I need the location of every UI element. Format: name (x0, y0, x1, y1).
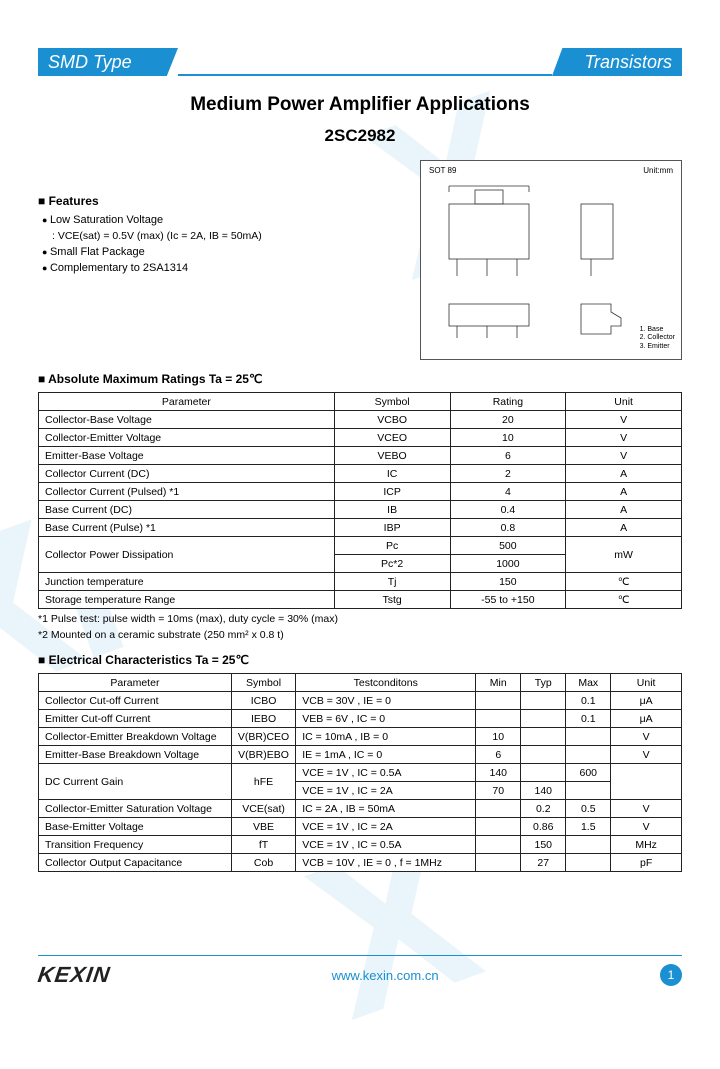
title-main: Medium Power Amplifier Applications (38, 94, 682, 116)
table-header: Unit (611, 674, 682, 692)
table-header: Testconditons (296, 674, 476, 692)
title-block: Medium Power Amplifier Applications 2SC2… (38, 94, 682, 146)
package-drawing: SOT 89 Unit:mm 1. Base 2. Collector 3. E… (420, 160, 682, 360)
abs-max-table: ParameterSymbolRatingUnit Collector-Base… (38, 392, 682, 609)
table-row: Storage temperature RangeTstg-55 to +150… (39, 591, 682, 609)
table-row: DC Current GainhFEVCE = 1V , IC = 0.5A14… (39, 764, 682, 782)
table-row: Base Current (Pulse) *1IBP0.8A (39, 519, 682, 537)
footnote: *1 Pulse test: pulse width = 10ms (max),… (38, 613, 682, 625)
page-number: 1 (660, 964, 682, 986)
table-row: Collector Output CapacitanceCobVCB = 10V… (39, 854, 682, 872)
table-row: Collector Cut-off CurrentICBOVCB = 30V ,… (39, 692, 682, 710)
table-row: Collector-Emitter Saturation VoltageVCE(… (39, 800, 682, 818)
table-header: Unit (566, 393, 682, 411)
package-name: SOT 89 (429, 166, 456, 175)
table-header: Rating (450, 393, 566, 411)
feature-item: Complementary to 2SA1314 (42, 262, 410, 274)
feature-item: Small Flat Package (42, 246, 410, 258)
table-row: Collector Current (DC)IC2A (39, 465, 682, 483)
footer-url: www.kexin.com.cn (332, 968, 439, 983)
feature-sub: : VCE(sat) = 0.5V (max) (Ic = 2A, IB = 5… (52, 230, 410, 242)
features-heading: Features (38, 194, 410, 208)
table-row: Emitter Cut-off CurrentIEBOVEB = 6V , IC… (39, 710, 682, 728)
package-pins: 1. Base 2. Collector 3. Emitter (640, 326, 675, 351)
title-part: 2SC2982 (38, 126, 682, 146)
features-section: Features Low Saturation Voltage : VCE(sat… (38, 160, 410, 360)
footer-logo: KEXIN (38, 962, 110, 988)
footnote: *2 Mounted on a ceramic substrate (250 m… (38, 629, 682, 641)
table-header: Min (476, 674, 521, 692)
header-divider (178, 48, 552, 76)
table-row: Base-Emitter VoltageVBEVCE = 1V , IC = 2… (39, 818, 682, 836)
table-row: Collector-Emitter VoltageVCEO10V (39, 429, 682, 447)
feature-item: Low Saturation Voltage (42, 214, 410, 226)
elec-section: Electrical Characteristics Ta = 25℃ Para… (38, 653, 682, 872)
footer: KEXIN www.kexin.com.cn 1 (38, 955, 682, 988)
table-row: Junction temperatureTj150℃ (39, 573, 682, 591)
table-header: Symbol (231, 674, 295, 692)
package-svg (431, 183, 671, 349)
abs-max-section: Absolute Maximum Ratings Ta = 25℃ Parame… (38, 372, 682, 641)
elec-table: ParameterSymbolTestconditonsMinTypMaxUni… (38, 673, 682, 872)
table-row: Transition FrequencyfTVCE = 1V , IC = 0.… (39, 836, 682, 854)
table-row: Emitter-Base Breakdown VoltageV(BR)EBOIE… (39, 746, 682, 764)
header-bar: SMD Type Transistors (38, 48, 682, 76)
table-header: Typ (521, 674, 566, 692)
header-left: SMD Type (38, 48, 178, 76)
abs-max-heading: Absolute Maximum Ratings Ta = 25℃ (38, 372, 682, 386)
table-header: Max (566, 674, 611, 692)
table-header: Parameter (39, 393, 335, 411)
table-row: Collector-Emitter Breakdown VoltageV(BR)… (39, 728, 682, 746)
table-row: Collector Power DissipationPc500mW (39, 537, 682, 555)
table-row: Collector Current (Pulsed) *1ICP4A (39, 483, 682, 501)
table-header: Parameter (39, 674, 232, 692)
elec-heading: Electrical Characteristics Ta = 25℃ (38, 653, 682, 667)
table-header: Symbol (334, 393, 450, 411)
table-row: Base Current (DC)IB0.4A (39, 501, 682, 519)
table-row: Collector-Base VoltageVCBO20V (39, 411, 682, 429)
table-row: Emitter-Base VoltageVEBO6V (39, 447, 682, 465)
header-right: Transistors (552, 48, 682, 76)
package-unit: Unit:mm (643, 166, 673, 175)
